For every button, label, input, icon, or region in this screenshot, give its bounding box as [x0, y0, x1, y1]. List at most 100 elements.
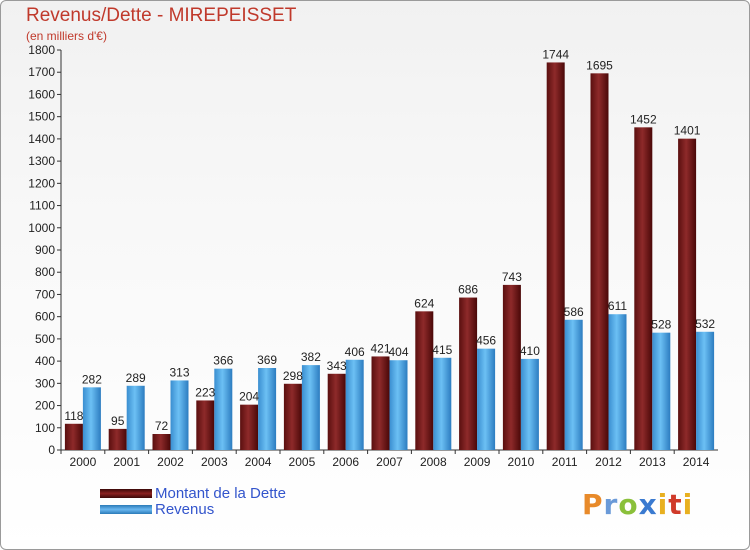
bar-dette: [240, 404, 259, 450]
y-tick-label: 1100: [29, 199, 55, 213]
bar-dette: [502, 284, 521, 450]
data-label-dette: 686: [458, 283, 478, 297]
axes: 0 100 200 300 400 500 600 700 800 900 1000 1100 1200…: [28, 43, 718, 469]
data-label-dette: 223: [195, 385, 215, 399]
data-label-dette: 72: [155, 419, 169, 433]
data-label-dette: 421: [370, 341, 390, 355]
data-label-dette: 1744: [542, 47, 569, 61]
bar-revenus: [345, 359, 364, 450]
x-tick-label: 2006: [332, 455, 359, 469]
data-label-revenus: 528: [651, 318, 671, 332]
bar-revenus: [126, 385, 145, 450]
bar-revenus: [258, 368, 277, 450]
x-tick-label: 2014: [683, 455, 710, 469]
y-tick-label: 700: [35, 287, 55, 301]
data-label-revenus: 404: [388, 345, 408, 359]
data-label-revenus: 410: [520, 344, 540, 358]
bars: [64, 62, 715, 450]
bar-revenus: [564, 319, 583, 450]
y-tick-label: 400: [35, 354, 55, 368]
data-label-revenus: 369: [257, 353, 277, 367]
data-label-revenus: 289: [126, 371, 146, 385]
bar-revenus: [433, 357, 452, 450]
y-tick-label: 500: [35, 332, 55, 346]
bar-dette: [415, 311, 434, 450]
x-tick-label: 2007: [376, 455, 403, 469]
x-tick-label: 2008: [420, 455, 447, 469]
x-tick-label: 2001: [113, 455, 140, 469]
bar-revenus: [520, 358, 539, 450]
data-label-revenus: 406: [345, 345, 365, 359]
data-label-revenus: 611: [608, 299, 627, 313]
data-label-revenus: 282: [82, 372, 102, 386]
y-tick-label: 200: [35, 399, 55, 413]
bar-revenus: [301, 365, 320, 450]
x-tick-label: 2009: [464, 455, 491, 469]
bar-dette: [283, 383, 302, 450]
bar-dette: [196, 400, 215, 450]
data-label-dette: 1695: [586, 58, 613, 72]
bar-revenus: [652, 332, 671, 450]
bar-dette: [152, 434, 171, 450]
bar-dette: [546, 62, 565, 450]
data-label-dette: 343: [327, 359, 347, 373]
x-tick-label: 2013: [639, 455, 666, 469]
y-tick-label: 0: [48, 443, 55, 457]
bar-dette: [64, 423, 83, 450]
y-tick-label: 1300: [28, 154, 55, 168]
x-tick-label: 2012: [595, 455, 622, 469]
x-tick-label: 2002: [157, 455, 184, 469]
bar-dette: [371, 356, 390, 450]
data-label-dette: 95: [111, 414, 125, 428]
data-label-revenus: 586: [564, 305, 584, 319]
y-tick-label: 1200: [28, 176, 55, 190]
data-label-revenus: 456: [476, 334, 496, 348]
data-label-revenus: 415: [432, 343, 452, 357]
x-tick-label: 2005: [289, 455, 316, 469]
legend-swatch-dette: [100, 489, 152, 498]
bar-revenus: [82, 387, 101, 450]
y-tick-label: 1600: [28, 87, 55, 101]
data-label-revenus: 366: [213, 354, 233, 368]
bar-dette: [327, 373, 346, 450]
chart-subtitle: (en milliers d'€): [26, 29, 107, 43]
y-tick-label: 800: [35, 265, 55, 279]
data-label-revenus: 382: [301, 350, 321, 364]
legend-swatch-revenus: [100, 505, 152, 514]
bar-revenus: [389, 360, 408, 450]
x-tick-label: 2010: [508, 455, 535, 469]
bar-dette: [108, 428, 127, 450]
y-tick-label: 600: [35, 310, 55, 324]
bar-dette: [634, 127, 653, 450]
data-labels: 118 282 95 289 72 313 223 366 204 369 298 382 343406…: [64, 47, 715, 433]
data-label-dette: 298: [283, 369, 303, 383]
y-tick-label: 300: [35, 376, 55, 390]
bar-revenus: [214, 368, 233, 450]
y-tick-label: 1800: [28, 43, 55, 57]
proxiti-logo: Proxiti: [582, 488, 694, 521]
y-tick-label: 900: [35, 243, 55, 257]
bar-revenus: [170, 380, 189, 450]
y-tick-label: 100: [35, 421, 55, 435]
bar-dette: [678, 138, 697, 450]
data-label-dette: 118: [64, 409, 83, 423]
legend-label-dette: Montant de la Dette: [155, 485, 286, 502]
bar-revenus: [696, 331, 715, 450]
x-tick-label: 2003: [201, 455, 228, 469]
x-tick-label: 2000: [70, 455, 97, 469]
y-tick-label: 1400: [28, 132, 55, 146]
data-label-revenus: 313: [169, 365, 189, 379]
y-tick-label: 1500: [28, 110, 55, 124]
x-tick-label: 2011: [552, 455, 578, 469]
y-tick-label: 1700: [28, 65, 55, 79]
bar-dette: [459, 297, 478, 450]
x-tick-label: 2004: [245, 455, 272, 469]
data-label-dette: 204: [239, 390, 259, 404]
data-label-dette: 743: [502, 270, 522, 284]
y-tick-label: 1000: [28, 221, 55, 235]
data-label-revenus: 532: [695, 317, 715, 331]
chart-title: Revenus/Dette - MIREPEISSET: [26, 5, 297, 26]
bar-dette: [590, 73, 609, 450]
